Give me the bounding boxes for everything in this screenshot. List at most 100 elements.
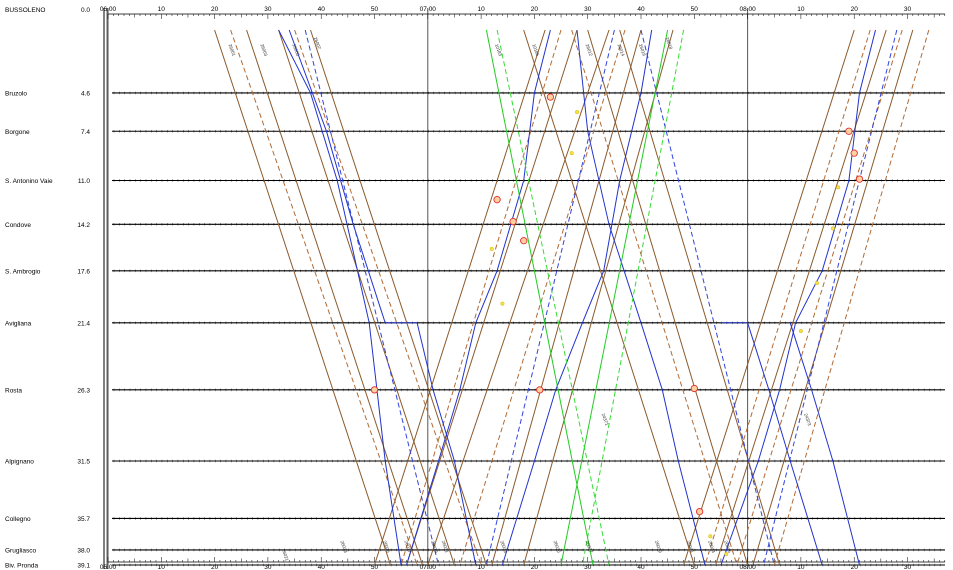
train-path-blue-dashed — [485, 29, 615, 566]
bottom-tick-label: 30 — [264, 564, 272, 570]
train-path-blue-solid — [406, 29, 551, 566]
crossing-marker — [574, 110, 580, 115]
station-km: 17.6 — [77, 268, 90, 275]
conflict-marker — [845, 127, 853, 135]
train-path-blue-dashed — [640, 29, 775, 566]
train-path-brown-solid — [427, 29, 610, 566]
train-number-label: 26043 — [707, 540, 716, 554]
train-path-brown-solid — [406, 29, 578, 566]
train-path-brown-solid — [523, 29, 674, 566]
crossing-marker — [500, 301, 505, 306]
train-path-brown-dashed — [704, 29, 871, 566]
bottom-tick-label: 07.00 — [420, 564, 437, 570]
bottom-tick-label: 10 — [477, 564, 485, 570]
train-path-blue-solid — [576, 29, 706, 566]
bottom-tick-label: 06.00 — [100, 564, 117, 570]
train-path-brown-solid — [683, 29, 855, 566]
crossing-marker — [708, 534, 713, 539]
top-tick-label: 50 — [371, 6, 379, 13]
bottom-tick-label: 10 — [797, 564, 805, 570]
conflict-marker — [690, 384, 698, 393]
top-tick-label: 20 — [531, 6, 539, 13]
train-path-brown-solid — [715, 29, 887, 566]
train-path-brown-solid — [246, 29, 423, 566]
train-path-brown-dashed — [230, 29, 418, 566]
top-tick-label: 10 — [158, 6, 166, 13]
bottom-tick-label: 30 — [904, 564, 912, 570]
crossing-marker — [830, 226, 835, 231]
train-number-label: 26025 — [382, 540, 391, 554]
conflict-marker — [850, 149, 858, 157]
station-km: 26.3 — [77, 387, 90, 394]
train-number-label: 26014 — [617, 43, 626, 57]
crossing-marker — [569, 151, 574, 156]
conflict-marker — [493, 196, 501, 204]
train-path-green-solid — [560, 29, 669, 566]
train-number-label: 10185 — [531, 43, 540, 57]
train-number-label: 26041 — [686, 540, 695, 554]
bottom-tick-label: 30 — [584, 564, 592, 570]
station-km: 0.0 — [81, 7, 90, 14]
train-path-brown-solid — [752, 29, 914, 566]
train-path-green-solid — [485, 29, 594, 566]
bottom-tick-label: 20 — [211, 564, 219, 570]
train-path-brown-solid — [587, 29, 749, 566]
train-number-label: 24371 — [601, 413, 610, 427]
train-path-brown-dashed — [400, 29, 562, 566]
train-number-label: 26016 — [638, 43, 647, 57]
conflict-marker — [509, 217, 517, 226]
station-km: 39.1 — [77, 563, 90, 570]
conflict-marker — [695, 507, 704, 516]
train-path-brown-solid — [374, 29, 546, 566]
station-km: 11.0 — [78, 178, 91, 185]
top-tick-label: 20 — [851, 6, 859, 13]
bottom-tick-label: 20 — [531, 564, 539, 570]
station-km: 31.5 — [77, 459, 90, 466]
train-path-green-dashed — [496, 29, 610, 566]
train-path-brown-dashed — [459, 29, 626, 566]
conflict-marker — [855, 175, 864, 183]
bottom-tick-label: 50 — [691, 564, 699, 570]
train-number-label: 26033 — [499, 540, 508, 554]
conflict-marker — [536, 386, 544, 394]
crossing-marker — [814, 281, 819, 286]
train-path-blue-solid — [501, 29, 653, 566]
train-number-label: 26027 — [403, 540, 412, 554]
station-name: BUSSOLENO — [5, 7, 45, 14]
train-path-blue-solid — [278, 29, 402, 566]
train-path-brown-dashed — [736, 29, 903, 566]
train-number-label: 26018 — [665, 36, 674, 50]
bottom-tick-label: 40 — [637, 564, 645, 570]
station-name: Bruzolo — [5, 90, 27, 97]
conflict-marker — [546, 93, 555, 101]
station-km: 21.4 — [77, 320, 90, 327]
station-name: Borgone — [5, 129, 30, 136]
top-tick-label: 08.00 — [739, 6, 756, 13]
top-tick-label: 40 — [637, 6, 645, 13]
conflict-marker — [370, 386, 379, 394]
train-path-brown-solid — [278, 29, 455, 566]
train-number-label: 26001 — [227, 43, 236, 57]
station-name: Condove — [5, 222, 31, 229]
station-name: S. Ambrogio — [5, 268, 41, 275]
station-name: Alpignano — [5, 459, 34, 466]
top-tick-label: 20 — [211, 6, 219, 13]
marks-layer — [370, 93, 864, 557]
station-km: 14.2 — [77, 222, 90, 229]
crossing-marker — [724, 552, 729, 557]
bottom-tick-label: 08.00 — [739, 564, 756, 570]
train-number-label: 26037 — [585, 540, 594, 554]
top-tick-label: 30 — [904, 6, 912, 13]
bottom-tick-label: 40 — [318, 564, 326, 570]
train-number-label: 26021 — [281, 548, 290, 562]
train-number-label: 26031 — [441, 540, 450, 554]
top-tick-label: 06.00 — [100, 6, 117, 13]
station-name: S. Antonino Vaie — [5, 178, 53, 185]
train-path-blue-solid — [721, 322, 823, 566]
train-path-blue-solid — [720, 29, 876, 566]
train-path-brown-dashed — [773, 29, 930, 566]
station-name: Grugliasco — [5, 547, 36, 554]
station-km: 35.7 — [77, 516, 90, 523]
bottom-tick-label: 10 — [158, 564, 166, 570]
